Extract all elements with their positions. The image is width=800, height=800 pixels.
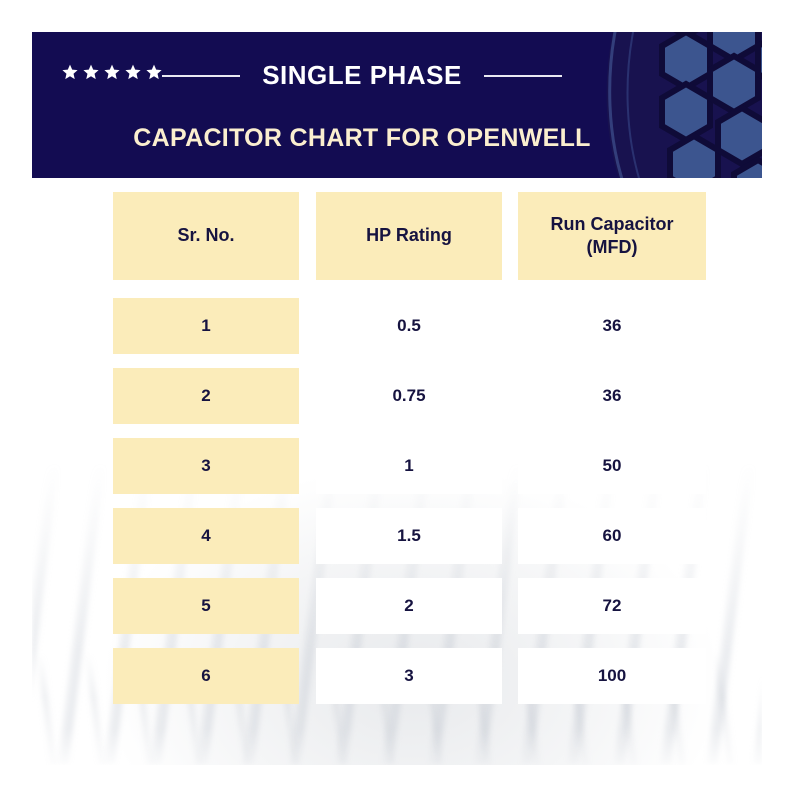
- hexagon-globe-icon: [606, 32, 762, 178]
- cell-sr-no: 4: [113, 508, 299, 564]
- cell-run-capacitor: 60: [518, 508, 706, 564]
- table-row: 4 1.5 60: [32, 508, 762, 564]
- table-row: 2 0.75 36: [32, 368, 762, 424]
- cell-run-capacitor: 36: [518, 368, 706, 424]
- star-rating: [62, 64, 162, 80]
- star-icon: [62, 64, 78, 80]
- cell-sr-no: 2: [113, 368, 299, 424]
- capacitor-table: Sr. No. HP Rating Run Capacitor (MFD) 1 …: [32, 192, 762, 718]
- column-header-run-capacitor-line2: (MFD): [586, 237, 638, 257]
- title-rule-left: [162, 74, 241, 77]
- page-title: SINGLE PHASE: [262, 60, 462, 90]
- cell-run-capacitor: 50: [518, 438, 706, 494]
- title-rule-right: [483, 74, 562, 77]
- cell-sr-no: 1: [113, 298, 299, 354]
- column-header-hp-rating: HP Rating: [316, 192, 502, 280]
- header-band: SINGLE PHASE CAPACITOR CHART FOR OPENWEL…: [32, 32, 762, 178]
- content-canvas: SINGLE PHASE CAPACITOR CHART FOR OPENWEL…: [32, 32, 762, 765]
- table-header-row: Sr. No. HP Rating Run Capacitor (MFD): [32, 192, 762, 280]
- cell-hp-rating: 0.75: [316, 368, 502, 424]
- star-icon: [125, 64, 141, 80]
- cell-run-capacitor: 72: [518, 578, 706, 634]
- cell-sr-no: 3: [113, 438, 299, 494]
- cell-hp-rating: 1: [316, 438, 502, 494]
- title-row: SINGLE PHASE: [32, 60, 692, 91]
- cell-sr-no: 6: [113, 648, 299, 704]
- star-icon: [83, 64, 99, 80]
- cell-run-capacitor: 36: [602, 316, 622, 336]
- column-header-run-capacitor: Run Capacitor (MFD): [518, 192, 706, 280]
- cell-run-capacitor: 100: [518, 648, 706, 704]
- cell-hp-rating: 1.5: [316, 508, 502, 564]
- table-row: 6 3 100: [32, 648, 762, 704]
- column-header-sr-no: Sr. No.: [113, 192, 299, 280]
- column-header-run-capacitor-line1: Run Capacitor: [550, 213, 674, 234]
- table-row: 3 1 50: [32, 438, 762, 494]
- cell-hp-rating: 3: [316, 648, 502, 704]
- star-icon: [104, 64, 120, 80]
- table-row: 1 0.5 36: [32, 298, 762, 354]
- cell-sr-no: 5: [113, 578, 299, 634]
- page-subtitle: CAPACITOR CHART FOR OPENWELL: [133, 124, 591, 152]
- cell-hp-rating: 2: [316, 578, 502, 634]
- cell-hp-rating: 0.5: [397, 316, 421, 336]
- star-icon: [146, 64, 162, 80]
- table-row: 5 2 72: [32, 578, 762, 634]
